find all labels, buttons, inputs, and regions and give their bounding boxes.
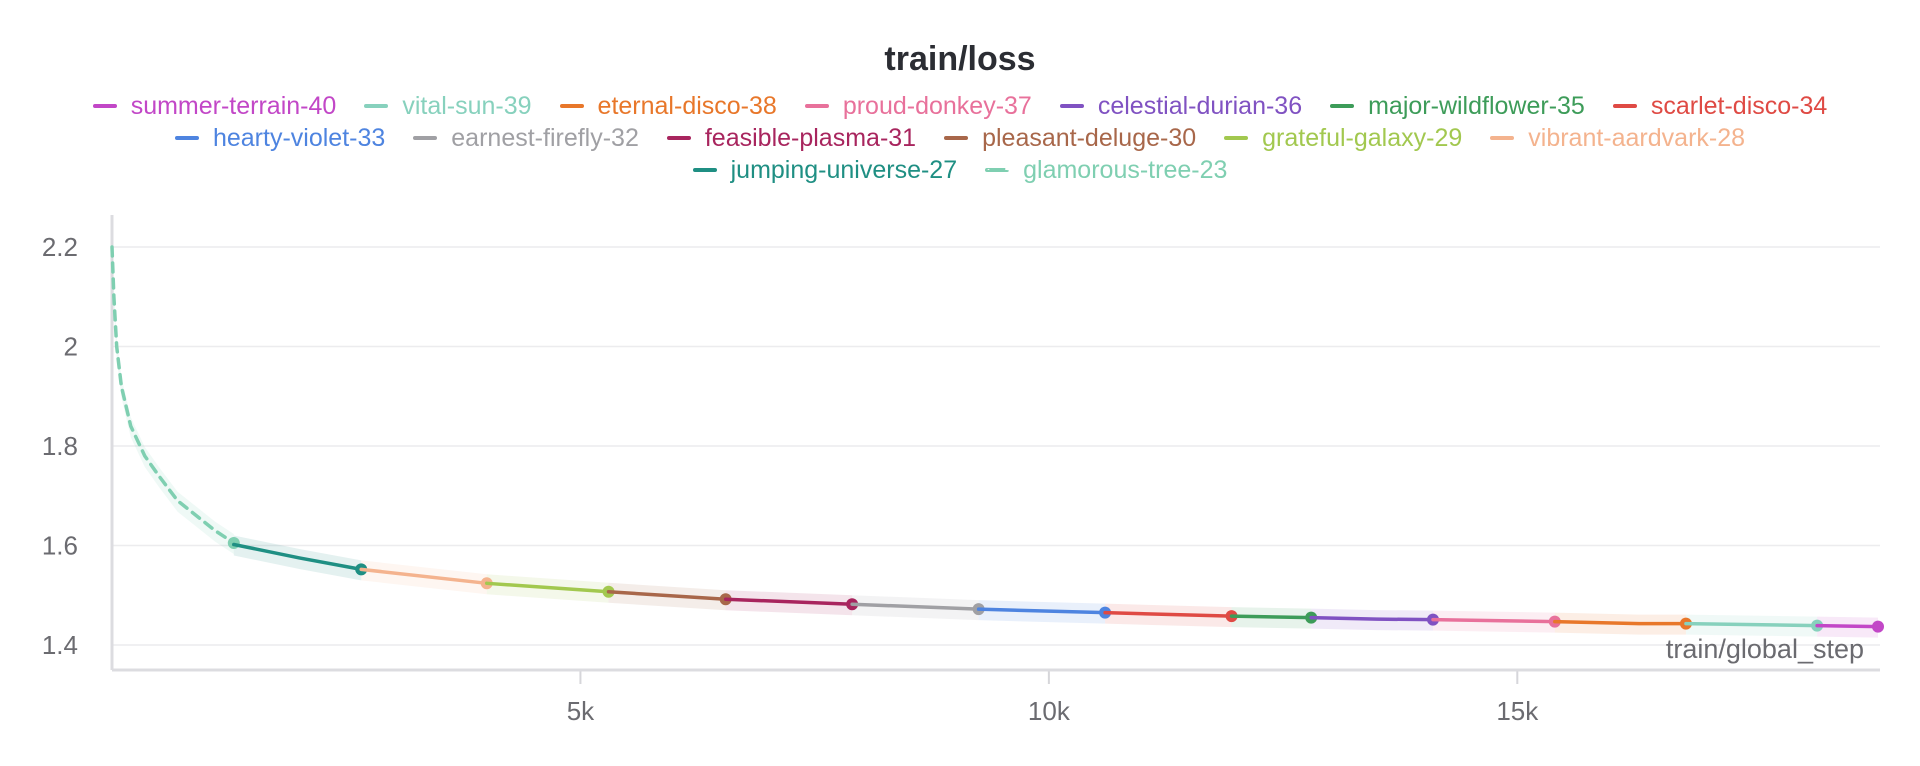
legend-label: jumping-universe-27 (730, 155, 958, 184)
legend-label: grateful-galaxy-29 (1262, 123, 1463, 152)
series-line-pleasant-deluge-30 (606, 590, 728, 601)
legend-swatch (666, 136, 691, 140)
series-line-vital-sun-39 (1684, 621, 1819, 628)
legend-item-eternal-disco-38[interactable]: eternal-disco-38 (559, 91, 777, 120)
series-line-glamorous-tree-23 (110, 245, 236, 545)
legend-item-vital-sun-39[interactable]: vital-sun-39 (364, 91, 532, 120)
x-tick-label: 15k (1496, 696, 1539, 726)
legend-label: major-wildflower-35 (1368, 91, 1585, 120)
y-tick-label: 1.8 (42, 431, 78, 461)
x-axis-title: train/global_step (1666, 634, 1864, 664)
legend-label: summer-terrain-40 (130, 91, 337, 120)
series-line-hearty-violet-33 (976, 607, 1107, 615)
legend-swatch (92, 104, 117, 108)
legend-item-scarlet-disco-34[interactable]: scarlet-disco-34 (1612, 91, 1828, 120)
legend-item-jumping-universe-27[interactable]: jumping-universe-27 (692, 155, 958, 184)
legend-swatch (1612, 104, 1637, 108)
legend-label: pleasant-deluge-30 (982, 123, 1197, 152)
series-line-celestial-durian-36 (1309, 615, 1435, 622)
series-line-eternal-disco-38 (1553, 619, 1688, 626)
y-tick-label: 2.2 (42, 232, 78, 262)
legend-item-summer-terrain-40[interactable]: summer-terrain-40 (92, 91, 337, 120)
legend-swatch (692, 168, 717, 172)
series-line-summer-terrain-40 (1815, 623, 1880, 629)
legend-label: vibrant-aardvark-28 (1528, 123, 1746, 152)
legend-label: celestial-durian-36 (1097, 91, 1303, 120)
legend-label: eternal-disco-38 (597, 91, 777, 120)
legend-item-major-wildflower-35[interactable]: major-wildflower-35 (1330, 92, 1585, 120)
legend-item-hearty-violet-33[interactable]: hearty-violet-33 (174, 123, 386, 152)
series-line-earnest-firefly-32 (850, 602, 981, 611)
legend-swatch (364, 104, 389, 108)
legend-swatch (804, 104, 829, 108)
series-noise-band (112, 238, 234, 555)
legend-label: feasible-plasma-31 (704, 123, 917, 152)
legend-swatch (559, 104, 584, 108)
legend-item-glamorous-tree-23[interactable]: glamorous-tree-23 (985, 156, 1227, 184)
legend-label: earnest-firefly-32 (451, 123, 639, 152)
legend-swatch (1059, 104, 1084, 108)
legend-swatch (1330, 104, 1355, 108)
legend-label: hearty-violet-33 (212, 123, 386, 152)
legend-item-vibrant-aardvark-28[interactable]: vibrant-aardvark-28 (1490, 124, 1745, 152)
chart-legend: summer-terrain-40 vital-sun-39 eternal-dis… (40, 92, 1880, 184)
series-line-proud-donkey-37 (1431, 617, 1557, 624)
legend-label: scarlet-disco-34 (1650, 91, 1828, 120)
series-line-grateful-galaxy-29 (484, 581, 611, 594)
series-end-marker (1872, 620, 1884, 633)
legend-label: vital-sun-39 (402, 91, 532, 120)
legend-swatch (1490, 136, 1515, 140)
x-tick-label: 5k (567, 696, 595, 726)
series-line-feasible-plasma-31 (723, 597, 854, 606)
y-tick-label: 1.6 (42, 531, 78, 561)
legend-item-pleasant-deluge-30[interactable]: pleasant-deluge-30 (944, 124, 1196, 152)
legend-label: proud-donkey-37 (842, 91, 1032, 120)
legend-item-feasible-plasma-31[interactable]: feasible-plasma-31 (666, 123, 917, 152)
legend-swatch (1224, 136, 1249, 140)
y-tick-label: 2 (64, 332, 78, 362)
legend-item-proud-donkey-37[interactable]: proud-donkey-37 (804, 91, 1032, 120)
legend-swatch (174, 136, 199, 140)
series-line-jumping-universe-27 (232, 542, 363, 572)
series-line-scarlet-disco-34 (1103, 610, 1234, 618)
legend-swatch (985, 168, 1010, 172)
legend-swatch (944, 136, 969, 140)
legend-label: glamorous-tree-23 (1023, 155, 1228, 184)
legend-item-grateful-galaxy-29[interactable]: grateful-galaxy-29 (1224, 124, 1462, 152)
legend-item-earnest-firefly-32[interactable]: earnest-firefly-32 (413, 124, 639, 152)
chart-title: train/loss (884, 40, 1036, 78)
x-tick-label: 10k (1028, 696, 1071, 726)
legend-swatch (413, 136, 438, 140)
legend-item-celestial-durian-36[interactable]: celestial-durian-36 (1059, 91, 1303, 120)
series-line-vibrant-aardvark-28 (359, 567, 489, 586)
series-line-major-wildflower-35 (1229, 614, 1313, 620)
y-tick-label: 1.4 (42, 630, 78, 660)
